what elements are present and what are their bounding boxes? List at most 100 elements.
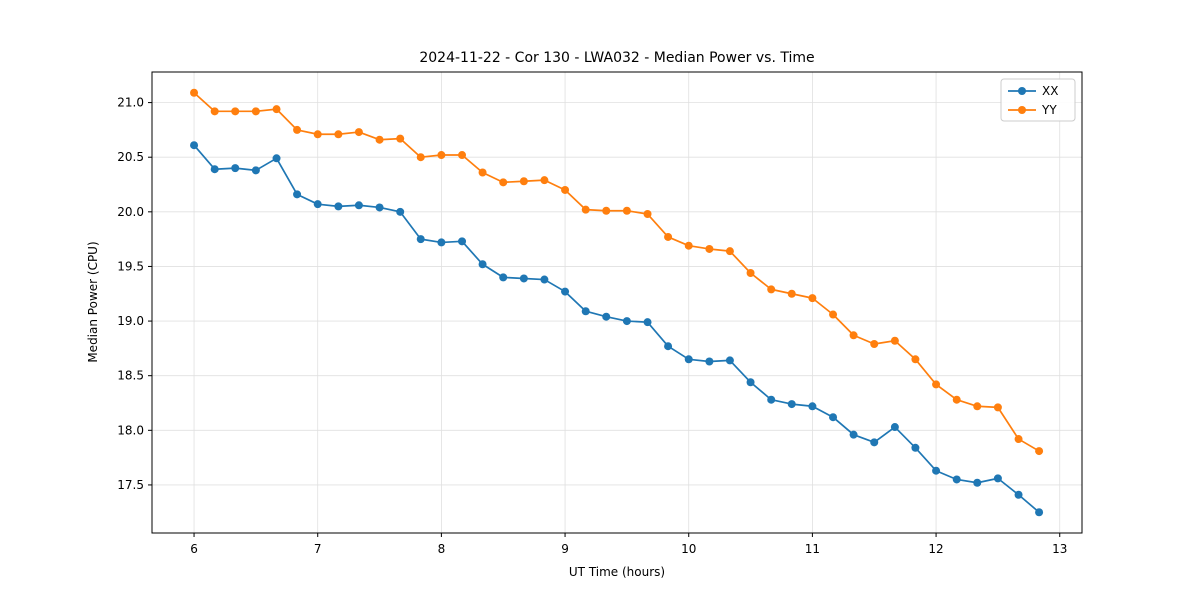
legend-marker-sample xyxy=(1018,106,1026,114)
data-point-marker xyxy=(643,318,652,327)
data-point-marker xyxy=(581,205,590,214)
data-point-marker xyxy=(829,310,838,319)
y-tick-label: 20.5 xyxy=(117,150,144,164)
data-point-marker xyxy=(993,403,1002,412)
data-point-marker xyxy=(849,331,858,340)
data-point-marker xyxy=(231,164,240,173)
chart-title: 2024-11-22 - Cor 130 - LWA032 - Median P… xyxy=(419,50,814,66)
x-tick-label: 9 xyxy=(561,542,569,556)
data-point-marker xyxy=(664,342,673,351)
axes-layer: 6 7 8 9 10 11 12 13 17.5 18.0 18.5 19.0 19.5 20.0 20.5… xyxy=(117,96,1067,556)
data-point-marker xyxy=(932,380,941,389)
data-point-marker xyxy=(416,153,425,162)
y-tick-label: 20.0 xyxy=(117,205,144,219)
data-point-marker xyxy=(602,206,611,215)
data-point-marker xyxy=(973,478,982,487)
data-point-marker xyxy=(952,395,961,404)
data-point-marker xyxy=(458,237,467,246)
data-point-marker xyxy=(622,206,631,215)
data-point-marker xyxy=(478,260,487,269)
series-layer xyxy=(190,88,1044,517)
data-point-marker xyxy=(519,274,528,283)
y-tick-label: 17.5 xyxy=(117,478,144,492)
data-point-marker xyxy=(643,210,652,219)
grid-layer xyxy=(152,72,1082,533)
data-point-marker xyxy=(1014,435,1023,444)
data-point-marker xyxy=(993,474,1002,483)
x-tick-label: 13 xyxy=(1052,542,1067,556)
data-point-marker xyxy=(293,125,302,134)
data-point-marker xyxy=(251,107,260,116)
data-point-marker xyxy=(787,400,796,409)
data-point-marker xyxy=(808,402,817,411)
data-point-marker xyxy=(416,235,425,244)
x-tick-label: 12 xyxy=(928,542,943,556)
x-tick-label: 10 xyxy=(681,542,696,556)
legend-entry-yy: YY xyxy=(1041,103,1057,117)
data-point-marker xyxy=(272,105,281,114)
data-point-marker xyxy=(664,232,673,241)
data-point-marker xyxy=(499,273,508,282)
data-point-marker xyxy=(725,356,734,365)
data-point-marker xyxy=(849,430,858,439)
data-point-marker xyxy=(767,395,776,404)
data-point-marker xyxy=(210,165,219,174)
data-point-marker xyxy=(746,378,755,387)
y-tick-label: 19.0 xyxy=(117,314,144,328)
data-point-marker xyxy=(190,141,199,150)
data-point-marker xyxy=(540,176,549,185)
data-point-marker xyxy=(829,413,838,422)
data-point-marker xyxy=(540,275,549,284)
data-point-marker xyxy=(354,128,363,137)
data-point-marker xyxy=(746,269,755,278)
data-point-marker xyxy=(705,244,714,253)
plot-border xyxy=(151,71,1083,534)
data-point-marker xyxy=(602,312,611,321)
data-point-marker xyxy=(911,355,920,364)
data-point-marker xyxy=(787,289,796,298)
data-point-marker xyxy=(251,166,260,175)
series-line-xx xyxy=(193,144,1040,514)
data-point-marker xyxy=(272,154,281,163)
data-point-marker xyxy=(725,247,734,256)
y-tick-label: 18.0 xyxy=(117,423,144,437)
data-point-marker xyxy=(231,107,240,116)
data-point-marker xyxy=(622,317,631,326)
data-point-marker xyxy=(210,107,219,116)
data-point-marker xyxy=(767,285,776,294)
data-point-marker xyxy=(561,287,570,296)
data-point-marker xyxy=(932,466,941,475)
data-point-marker xyxy=(458,151,467,160)
data-point-marker xyxy=(1035,447,1044,456)
data-point-marker xyxy=(437,151,446,160)
y-tick-label: 18.5 xyxy=(117,369,144,383)
data-point-marker xyxy=(1014,490,1023,499)
data-point-marker xyxy=(890,423,899,432)
data-point-marker xyxy=(870,340,879,349)
data-point-marker xyxy=(375,203,384,212)
x-tick-label: 11 xyxy=(805,542,820,556)
data-point-marker xyxy=(478,168,487,177)
data-point-marker xyxy=(705,357,714,366)
data-point-marker xyxy=(499,178,508,187)
data-point-marker xyxy=(313,200,322,209)
data-point-marker xyxy=(375,135,384,144)
data-point-marker xyxy=(396,134,405,143)
data-point-marker xyxy=(684,355,693,364)
data-point-marker xyxy=(519,177,528,186)
data-point-marker xyxy=(890,336,899,345)
data-point-marker xyxy=(334,202,343,211)
y-tick-label: 19.5 xyxy=(117,259,144,273)
data-point-marker xyxy=(1035,508,1044,517)
data-point-marker xyxy=(354,201,363,210)
data-point-marker xyxy=(808,294,817,303)
data-point-marker xyxy=(396,207,405,216)
data-point-marker xyxy=(190,88,199,97)
series-line-yy xyxy=(193,91,1040,452)
legend: XX YY xyxy=(1000,78,1076,122)
x-tick-label: 7 xyxy=(314,542,322,556)
data-point-marker xyxy=(581,307,590,316)
data-point-marker xyxy=(684,241,693,250)
